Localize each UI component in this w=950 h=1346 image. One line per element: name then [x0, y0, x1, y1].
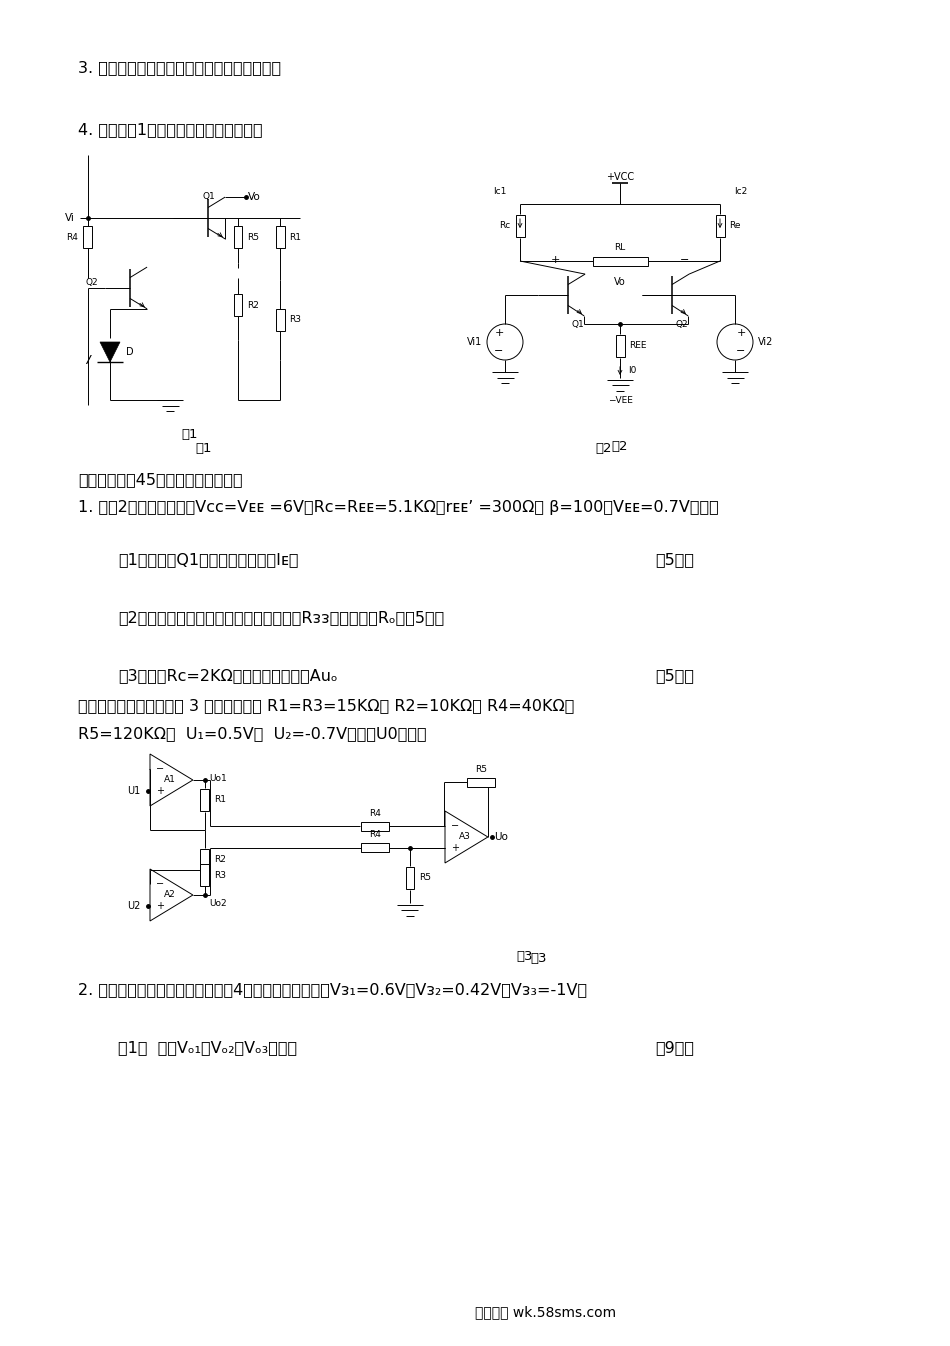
Polygon shape: [100, 342, 120, 362]
Text: R2: R2: [215, 855, 226, 864]
Text: Rc: Rc: [500, 222, 510, 230]
Text: Q1: Q1: [202, 192, 216, 202]
FancyBboxPatch shape: [406, 867, 414, 888]
FancyBboxPatch shape: [200, 864, 209, 886]
FancyBboxPatch shape: [234, 293, 242, 316]
FancyBboxPatch shape: [715, 215, 725, 237]
FancyBboxPatch shape: [616, 335, 624, 357]
Text: 图1: 图1: [181, 428, 199, 441]
Text: −: −: [451, 821, 459, 830]
Text: Q2: Q2: [676, 320, 689, 328]
Text: 图2: 图2: [595, 441, 612, 455]
Text: Q2: Q2: [86, 277, 98, 287]
Text: Vo: Vo: [248, 192, 261, 202]
Text: U1: U1: [126, 786, 140, 795]
Text: R5=120KΩ，  U₁=0.5V，  U₂=-0.7V时，求U0的値。: R5=120KΩ， U₁=0.5V， U₂=-0.7V时，求U0的値。: [78, 725, 427, 742]
Text: R3: R3: [290, 315, 301, 324]
Text: REE: REE: [630, 342, 647, 350]
Text: 五八文库 wk.58sms.com: 五八文库 wk.58sms.com: [475, 1306, 617, 1319]
Text: +: +: [156, 900, 164, 911]
Text: −: −: [156, 879, 164, 890]
Text: +: +: [494, 328, 504, 338]
Text: R4: R4: [66, 233, 79, 241]
Text: （5分）: （5分）: [655, 552, 694, 567]
Text: （9分）: （9分）: [655, 1040, 694, 1055]
Text: −VEE: −VEE: [608, 396, 633, 405]
FancyBboxPatch shape: [361, 844, 389, 852]
Text: （1）  试求Vₒ₁，Vₒ₂和Vₒ₃的値：: （1） 试求Vₒ₁，Vₒ₂和Vₒ₃的値：: [118, 1040, 297, 1055]
Text: 图3: 图3: [517, 950, 533, 962]
Text: D: D: [126, 347, 134, 357]
Text: −: −: [494, 346, 504, 355]
Text: −: −: [736, 346, 746, 355]
Text: 图1: 图1: [195, 441, 212, 455]
Text: A3: A3: [459, 832, 470, 841]
Text: 三、计算题（45分，每小题１５分）: 三、计算题（45分，每小题１５分）: [78, 472, 242, 487]
Text: 图2: 图2: [612, 440, 628, 454]
Text: /: /: [86, 355, 90, 365]
Text: （5分）: （5分）: [655, 668, 694, 682]
FancyBboxPatch shape: [276, 310, 284, 331]
Text: R1: R1: [290, 233, 301, 241]
Text: +VCC: +VCC: [606, 172, 634, 182]
Text: Re: Re: [730, 222, 741, 230]
Text: Ic2: Ic2: [734, 187, 748, 195]
Text: 理想运算放大器组成如图 3 所示电路，当 R1=R3=15KΩ， R2=10KΩ， R4=40KΩ，: 理想运算放大器组成如图 3 所示电路，当 R1=R3=15KΩ， R2=10KΩ…: [78, 699, 575, 713]
FancyBboxPatch shape: [593, 257, 648, 265]
Text: R5: R5: [475, 765, 487, 774]
Text: R4: R4: [369, 809, 381, 817]
FancyBboxPatch shape: [200, 789, 209, 812]
Text: −: −: [680, 254, 690, 265]
Text: （3）负载Rᴄ=2KΩ时，差模电压增益Auₒ: （3）负载Rᴄ=2KΩ时，差模电压增益Auₒ: [118, 668, 337, 682]
Text: U2: U2: [126, 900, 140, 911]
FancyBboxPatch shape: [361, 821, 389, 830]
Text: Ic1: Ic1: [493, 187, 506, 195]
Text: Vi: Vi: [66, 213, 75, 223]
Text: Vi1: Vi1: [466, 336, 482, 347]
Text: +: +: [156, 786, 164, 795]
Text: R5: R5: [420, 874, 431, 883]
Text: R4: R4: [369, 830, 381, 840]
Text: Q1: Q1: [572, 320, 585, 328]
Text: （2）画出微变等效电路，求差模输入电阾Rᴈᴈ，输出电阾Rₒ；（5分）: （2）画出微变等效电路，求差模输入电阾Rᴈᴈ，输出电阾Rₒ；（5分）: [118, 610, 445, 625]
Text: R3: R3: [215, 871, 226, 879]
Text: 4. 试分析图1所示稳压电路的工作原理。: 4. 试分析图1所示稳压电路的工作原理。: [78, 122, 262, 137]
Text: +: +: [550, 254, 560, 265]
Text: A1: A1: [163, 775, 176, 785]
FancyBboxPatch shape: [84, 226, 92, 248]
Text: Vi2: Vi2: [758, 336, 773, 347]
Text: Uo1: Uo1: [209, 774, 227, 783]
Text: Uo: Uo: [494, 832, 507, 843]
Text: 2. 理想运算放大器组成的电路如图4所示，已知输入电压Vᴈ₁=0.6V，Vᴈ₂=0.42V，Vᴈ₃=-1V。: 2. 理想运算放大器组成的电路如图4所示，已知输入电压Vᴈ₁=0.6V，Vᴈ₂=…: [78, 983, 587, 997]
Text: R2: R2: [248, 300, 259, 310]
Text: Vo: Vo: [614, 277, 626, 287]
Text: +: +: [736, 328, 746, 338]
Text: 3. 简述中断和中断系统的含义及其主要功能。: 3. 简述中断和中断系统的含义及其主要功能。: [78, 61, 281, 75]
FancyBboxPatch shape: [467, 778, 496, 786]
FancyBboxPatch shape: [276, 226, 284, 248]
Text: R5: R5: [248, 233, 259, 241]
FancyBboxPatch shape: [516, 215, 524, 237]
FancyBboxPatch shape: [200, 848, 209, 871]
FancyBboxPatch shape: [234, 226, 242, 248]
Text: I0: I0: [628, 366, 636, 376]
Text: A2: A2: [163, 891, 176, 899]
Text: −: −: [156, 765, 164, 774]
Text: （1）三极管Q1的发射极静态电流Iᴇ；: （1）三极管Q1的发射极静态电流Iᴇ；: [118, 552, 298, 567]
Text: 1. 如图2所示电路，已知Vᴄᴄ=Vᴇᴇ =6V，Rᴄ=Rᴇᴇ=5.1KΩ，rᴇᴇ’ =300Ω， β=100，Vᴇᴇ=0.7V。求：: 1. 如图2所示电路，已知Vᴄᴄ=Vᴇᴇ =6V，Rᴄ=Rᴇᴇ=5.1KΩ，rᴇ…: [78, 499, 719, 516]
Text: RL: RL: [615, 244, 626, 253]
Text: 图3: 图3: [530, 952, 546, 965]
Text: +: +: [451, 843, 459, 853]
Text: R1: R1: [215, 795, 226, 805]
Text: Uo2: Uo2: [209, 899, 226, 909]
